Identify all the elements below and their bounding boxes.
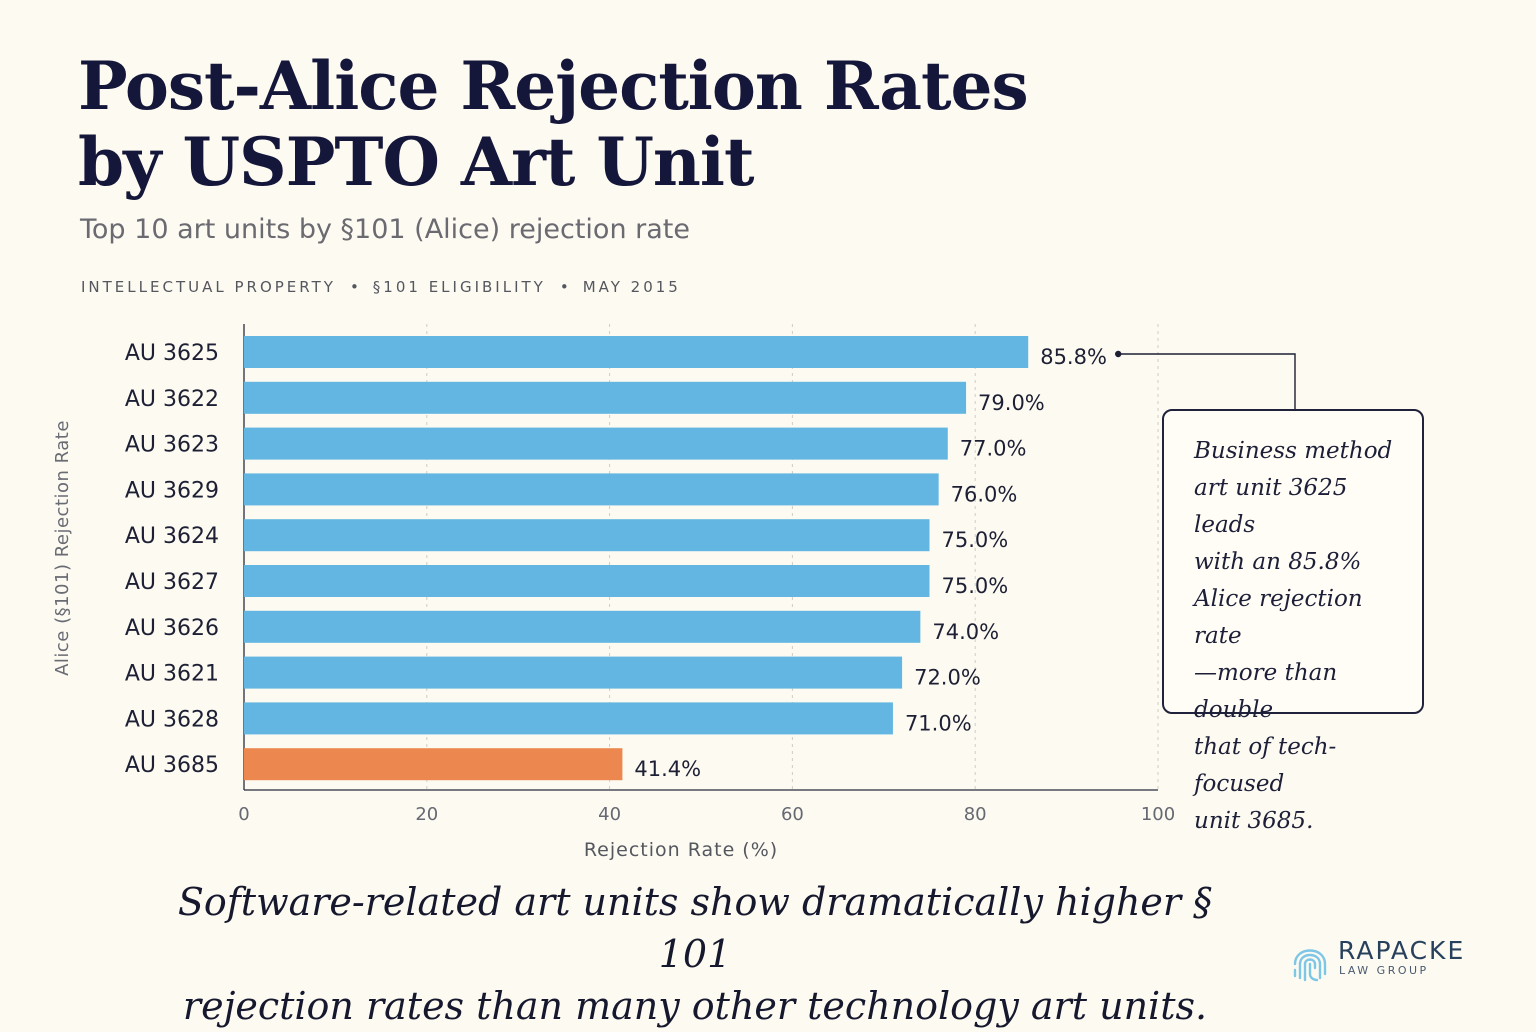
value-label: 75.0% [942,574,1009,598]
footnote-line-1: Software-related art units show dramatic… [177,880,1213,976]
category-label: AU 3629 [125,478,219,503]
logo-name: RAPACKE [1338,936,1466,965]
callout-connector [1118,353,1296,409]
category-label: AU 3628 [125,707,219,732]
value-label: 41.4% [634,757,701,781]
bar [244,565,930,597]
bar [244,336,1029,368]
value-label: 77.0% [960,437,1027,461]
bar [244,748,623,781]
company-logo: RAPACKE LAW GROUP [1290,932,1490,988]
x-tick-label: 20 [415,804,438,825]
value-label: 72.0% [914,666,981,690]
category-label: AU 3621 [125,662,219,687]
callout-box: Business method art unit 3625 leads with… [1162,409,1424,834]
x-tick-label: 40 [598,804,621,825]
title-line-2: by USPTO Art Unit [78,123,754,201]
category-label: AU 3626 [125,616,219,641]
callout-text: Business method art unit 3625 leads with… [1194,433,1404,840]
chart-subtitle: Top 10 art units by §101 (Alice) rejecti… [80,214,690,245]
x-axis-label: Rejection Rate (%) [584,839,778,861]
category-label: AU 3623 [125,433,219,458]
category-label: AU 3627 [125,570,219,595]
bar [244,381,967,414]
meta-separator: • [349,278,359,296]
category-label: AU 3685 [125,753,219,778]
bar [244,427,948,460]
logo-subtitle: LAW GROUP [1339,964,1429,977]
x-tick-label: 0 [238,804,249,825]
x-tick-label: 100 [1141,804,1175,825]
bar [244,473,939,506]
x-tick-label: 60 [781,804,804,825]
value-label: 79.0% [978,391,1045,415]
value-label: 71.0% [905,711,972,735]
bar [244,610,921,643]
y-axis-label: Alice (§101) Rejection Rate [52,420,73,676]
meta-line: INTELLECTUAL PROPERTY • §101 ELIGIBILITY • M… [81,278,681,296]
value-label: 75.0% [942,528,1009,552]
meta-topic: §101 ELIGIBILITY [372,278,546,296]
callout-line: with an 85.8% [1194,549,1362,575]
callout-line: —more than double [1194,660,1338,723]
footnote: Software-related art units show dramatic… [150,876,1240,1032]
title-line-1: Post-Alice Rejection Rates [78,47,1029,125]
value-label: 74.0% [932,620,999,644]
category-label: AU 3625 [125,341,219,366]
meta-separator: • [559,278,569,296]
meta-category: INTELLECTUAL PROPERTY [81,278,336,296]
page-title: Post-Alice Rejection Rates by USPTO Art … [78,48,1078,200]
bar [244,702,893,735]
category-label: AU 3624 [125,524,219,549]
bar [244,656,903,689]
callout-line: Alice rejection rate [1194,586,1363,649]
category-label: AU 3622 [125,387,219,412]
value-label: 76.0% [951,482,1018,506]
callout-line: Business method [1194,438,1393,464]
x-tick-label: 80 [964,804,987,825]
meta-date: MAY 2015 [582,278,681,296]
bar [244,519,930,552]
value-label: 85.8% [1040,345,1107,369]
callout-line: art unit 3625 leads [1194,475,1348,538]
footnote-line-2: rejection rates than many other technolo… [182,984,1208,1028]
callout-line: that of tech-focused [1194,734,1337,797]
fingerprint-icon [1293,949,1327,982]
callout-line: unit 3685. [1194,808,1314,834]
